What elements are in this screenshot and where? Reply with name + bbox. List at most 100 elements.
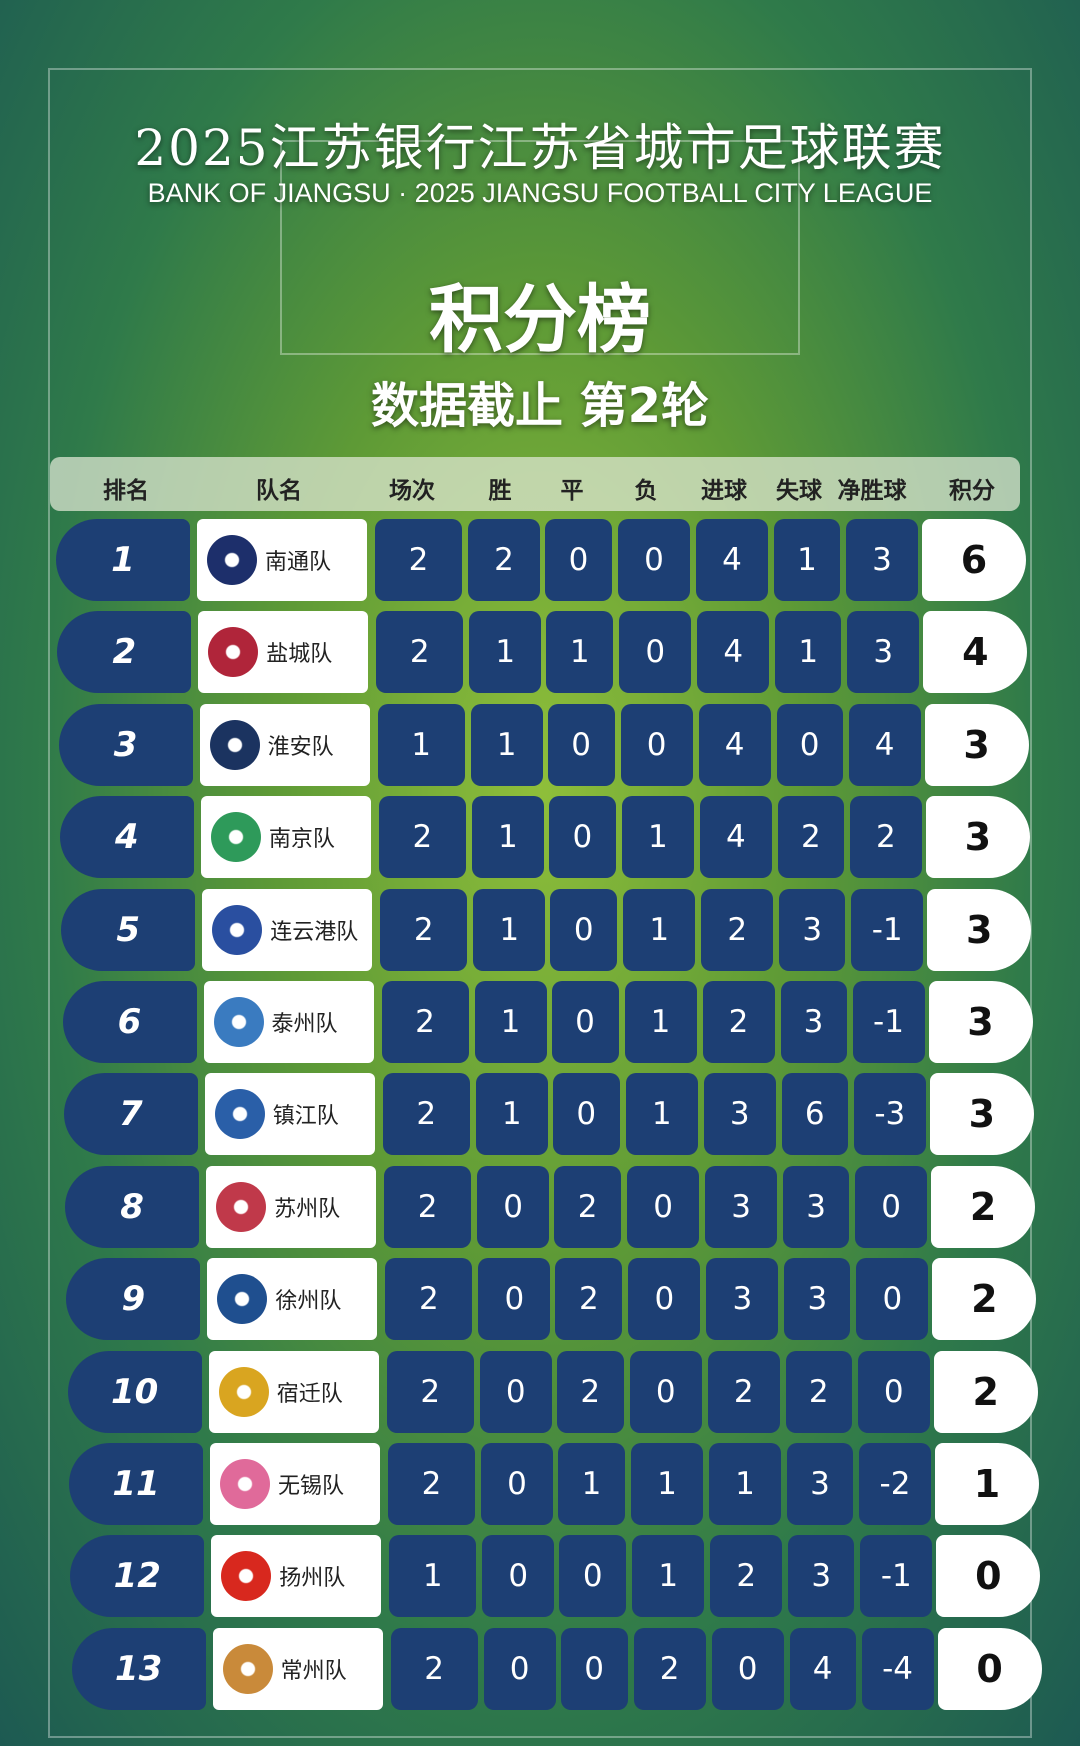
cell-gd: -1	[860, 1535, 933, 1618]
cell-w: 0	[482, 1535, 555, 1618]
points: 2	[932, 1258, 1037, 1341]
team-card: 南通队	[197, 519, 367, 601]
team-logo-icon	[208, 627, 259, 678]
cell-l: 0	[627, 1165, 700, 1248]
cell-ga: 4	[789, 1627, 856, 1710]
cell-gd: -1	[851, 888, 924, 971]
cell-w: 0	[478, 1258, 551, 1341]
team-name: 盐城队	[266, 642, 333, 668]
cell-gd: -3	[853, 1073, 926, 1156]
table-row: 8 苏州队 2 0 2 0 3 3 0 2	[65, 1165, 1039, 1248]
round-note: 数据截止 第2轮	[370, 378, 710, 434]
rank: 7	[63, 1073, 198, 1156]
team-name: 南京队	[268, 827, 335, 853]
table-row: 2 盐城队 2 1 1 0 4 1 3 4	[57, 611, 1031, 694]
cell-gf: 3	[706, 1258, 779, 1341]
cell-d: 0	[560, 1627, 628, 1710]
cell-d: 0	[550, 888, 618, 971]
cell-ga: 0	[776, 703, 843, 786]
col-drawn: 平	[560, 478, 584, 504]
league-title: 2025江苏银行江苏省城市足球联赛	[134, 119, 946, 177]
rank: 8	[65, 1165, 200, 1248]
team-card: 无锡队	[210, 1443, 380, 1525]
cell-played: 2	[380, 888, 468, 971]
team-card: 常州队	[212, 1627, 383, 1710]
rank: 11	[69, 1443, 203, 1525]
cell-w: 0	[483, 1627, 556, 1710]
rank: 2	[57, 611, 192, 694]
cell-gd: 4	[848, 703, 921, 786]
cell-l: 0	[619, 611, 692, 694]
points: 2	[933, 1350, 1038, 1433]
table-row: 6 泰州队 2 1 0 1 2 3 -1 3	[62, 981, 1037, 1063]
table-row: 7 镇江队 2 1 0 1 3 6 -3 3	[63, 1073, 1038, 1156]
cell-w: 1	[470, 703, 543, 786]
points: 3	[925, 796, 1030, 879]
penalty-box	[280, 140, 800, 355]
team-name: 泰州队	[271, 1012, 338, 1037]
col-gf: 进球	[701, 478, 747, 504]
cell-d: 2	[556, 1350, 624, 1433]
col-played: 场次	[389, 478, 435, 504]
cell-l: 0	[620, 703, 693, 786]
cell-played: 2	[390, 1627, 478, 1710]
team-logo-icon	[209, 719, 260, 770]
team-logo-icon	[213, 997, 264, 1047]
table-row: 13 常州队 2 0 0 2 0 4 -4 0	[71, 1627, 1046, 1710]
cell-gf: 2	[710, 1535, 783, 1618]
rank: 12	[70, 1535, 205, 1618]
cell-w: 2	[468, 519, 540, 601]
points: 3	[927, 888, 1032, 971]
team-card: 淮安队	[199, 703, 370, 786]
cell-ga: 3	[779, 888, 846, 971]
cell-l: 1	[631, 1443, 703, 1525]
cell-ga: 3	[783, 1165, 850, 1248]
cell-gf: 4	[698, 703, 771, 786]
cell-w: 0	[479, 1350, 552, 1433]
team-card: 南京队	[200, 796, 371, 879]
points: 4	[923, 611, 1028, 694]
points: 6	[922, 519, 1026, 601]
cell-w: 1	[474, 981, 547, 1063]
points: 2	[931, 1165, 1036, 1248]
cell-gf: 4	[697, 611, 770, 694]
cell-gf: 2	[702, 981, 775, 1063]
team-logo-icon	[210, 812, 261, 863]
rank: 13	[71, 1627, 206, 1710]
cell-gd: -4	[861, 1627, 934, 1710]
rank: 9	[66, 1258, 201, 1341]
team-card: 连云港队	[202, 888, 373, 971]
cell-w: 1	[475, 1073, 548, 1156]
points: 3	[928, 981, 1033, 1063]
table-row: 1 南通队 2 2 0 0 4 1 3 6	[56, 519, 1030, 601]
cell-w: 0	[481, 1443, 553, 1525]
cell-ga: 1	[775, 611, 842, 694]
points: 0	[936, 1535, 1041, 1618]
rank: 10	[67, 1350, 202, 1433]
cell-d: 1	[558, 1443, 625, 1525]
cell-gd: 0	[856, 1258, 929, 1341]
cell-gf: 1	[709, 1443, 781, 1525]
cell-ga: 3	[780, 981, 847, 1063]
team-card: 扬州队	[211, 1535, 382, 1618]
team-card: 盐城队	[198, 611, 369, 694]
team-name: 无锡队	[278, 1474, 345, 1499]
cell-played: 1	[389, 1535, 477, 1618]
pitch-line	[48, 68, 1032, 1738]
rank: 4	[59, 796, 194, 879]
team-name: 镇江队	[272, 1104, 339, 1130]
team-name: 宿迁队	[276, 1381, 343, 1407]
league-subtitle: BANK OF JIANGSU · 2025 JIANGSU FOOTBALL …	[147, 178, 933, 208]
cell-w: 1	[473, 888, 546, 971]
team-card: 苏州队	[206, 1165, 377, 1248]
cell-played: 2	[386, 1350, 474, 1433]
cell-played: 2	[385, 1258, 473, 1341]
col-ga: 失球	[776, 478, 822, 504]
rank: 1	[56, 519, 190, 601]
cell-d: 0	[552, 1073, 620, 1156]
cell-ga: 2	[777, 796, 844, 879]
cell-l: 1	[621, 796, 694, 879]
team-card: 镇江队	[204, 1073, 375, 1156]
cell-gd: 0	[855, 1165, 928, 1248]
cell-gf: 2	[707, 1350, 780, 1433]
